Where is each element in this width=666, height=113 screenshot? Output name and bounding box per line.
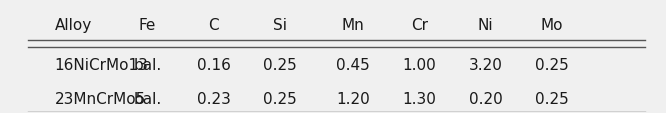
Text: Alloy: Alloy [55, 18, 92, 33]
Text: Mn: Mn [342, 18, 364, 33]
Text: 0.25: 0.25 [535, 58, 569, 73]
Text: Ni: Ni [478, 18, 494, 33]
Text: Mo: Mo [541, 18, 563, 33]
Text: 1.00: 1.00 [402, 58, 436, 73]
Text: 0.20: 0.20 [469, 91, 502, 106]
Text: bal.: bal. [133, 58, 161, 73]
Text: 0.45: 0.45 [336, 58, 370, 73]
Text: 3.20: 3.20 [469, 58, 502, 73]
Text: Fe: Fe [139, 18, 156, 33]
Text: Si: Si [273, 18, 287, 33]
Text: 0.23: 0.23 [196, 91, 230, 106]
Text: Cr: Cr [411, 18, 428, 33]
Text: 16NiCrMo13: 16NiCrMo13 [55, 58, 149, 73]
Text: C: C [208, 18, 219, 33]
Text: 0.25: 0.25 [535, 91, 569, 106]
Text: 0.25: 0.25 [263, 91, 297, 106]
Text: 0.16: 0.16 [196, 58, 230, 73]
Text: bal.: bal. [133, 91, 161, 106]
Text: 1.30: 1.30 [402, 91, 436, 106]
Text: 1.20: 1.20 [336, 91, 370, 106]
Text: 23MnCrMo5: 23MnCrMo5 [55, 91, 146, 106]
Text: 0.25: 0.25 [263, 58, 297, 73]
